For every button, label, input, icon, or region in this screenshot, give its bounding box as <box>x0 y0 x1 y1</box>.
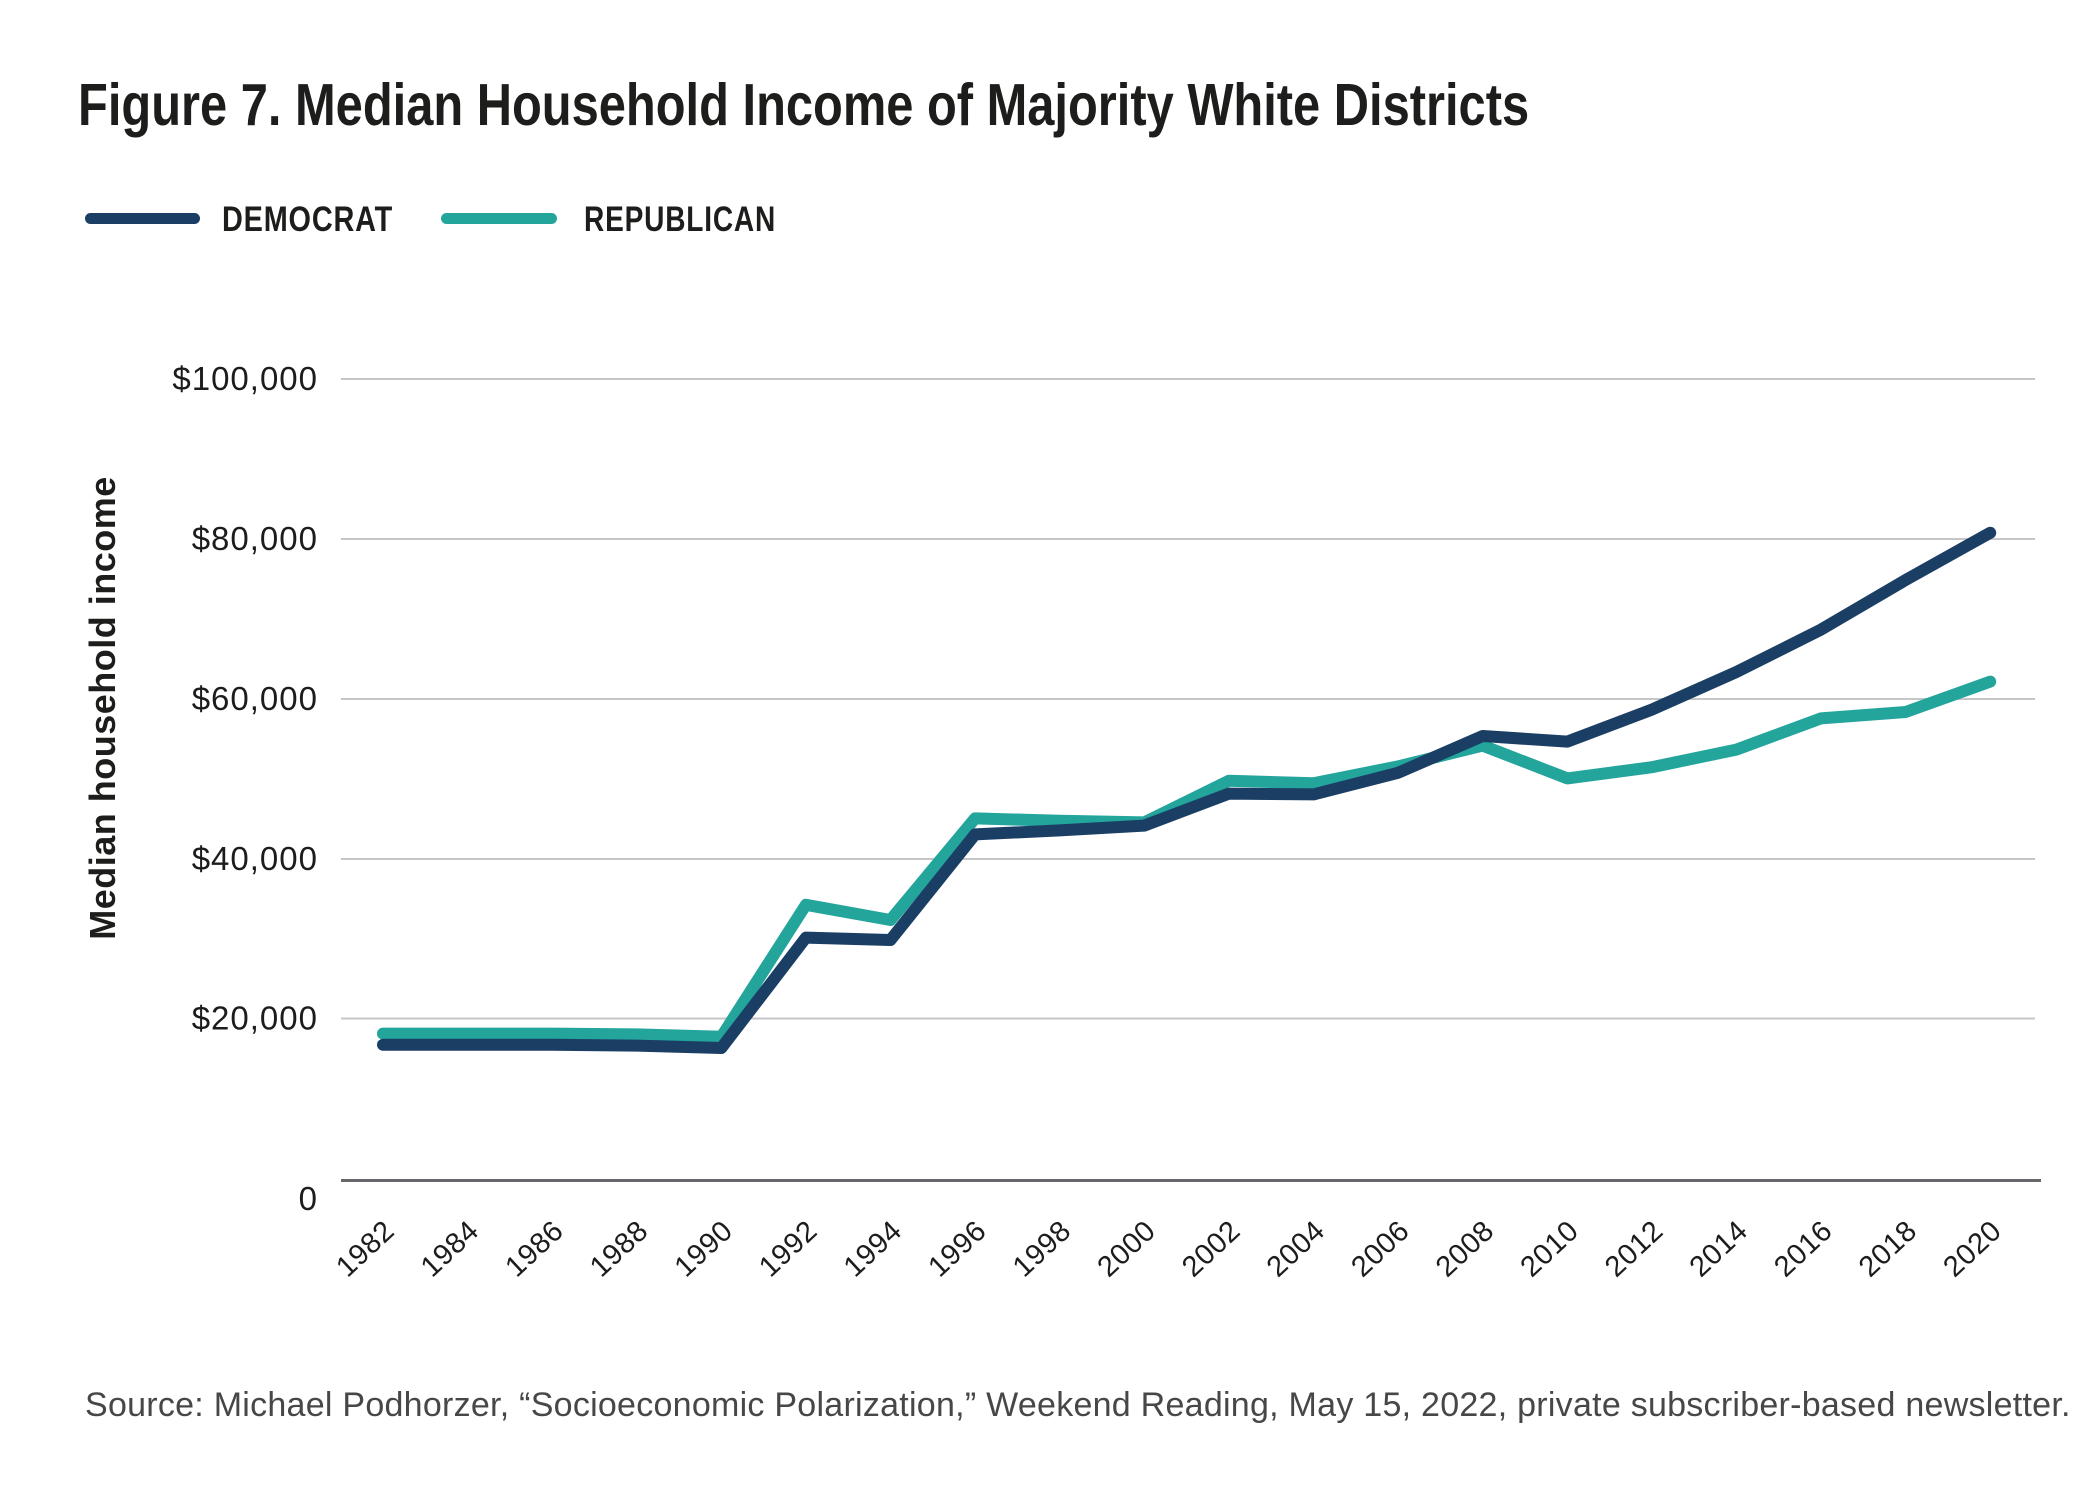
svg-text:1990: 1990 <box>669 1215 739 1284</box>
svg-text:Median household income: Median household income <box>82 476 123 940</box>
svg-text:1996: 1996 <box>922 1215 992 1284</box>
svg-text:2014: 2014 <box>1684 1215 1754 1284</box>
svg-text:2012: 2012 <box>1599 1215 1669 1284</box>
svg-text:1998: 1998 <box>1007 1215 1077 1284</box>
svg-text:2008: 2008 <box>1430 1215 1500 1284</box>
svg-text:1994: 1994 <box>838 1215 908 1284</box>
svg-text:$40,000: $40,000 <box>192 840 318 877</box>
svg-text:2004: 2004 <box>1261 1215 1331 1284</box>
svg-text:$100,000: $100,000 <box>172 360 318 397</box>
svg-text:1988: 1988 <box>584 1215 654 1284</box>
svg-text:1984: 1984 <box>415 1215 485 1284</box>
svg-text:1986: 1986 <box>500 1215 570 1284</box>
svg-text:$80,000: $80,000 <box>192 520 318 557</box>
svg-text:2000: 2000 <box>1092 1215 1162 1284</box>
svg-text:1982: 1982 <box>330 1215 400 1284</box>
svg-text:2002: 2002 <box>1176 1215 1246 1284</box>
svg-text:$20,000: $20,000 <box>192 1000 318 1037</box>
svg-text:2018: 2018 <box>1853 1215 1923 1284</box>
svg-text:0: 0 <box>299 1180 318 1217</box>
svg-text:$60,000: $60,000 <box>192 680 318 717</box>
svg-text:2010: 2010 <box>1515 1215 1585 1284</box>
svg-text:2006: 2006 <box>1345 1215 1415 1284</box>
svg-text:1992: 1992 <box>753 1215 823 1284</box>
svg-text:2016: 2016 <box>1768 1215 1838 1284</box>
svg-text:2020: 2020 <box>1938 1215 2008 1284</box>
